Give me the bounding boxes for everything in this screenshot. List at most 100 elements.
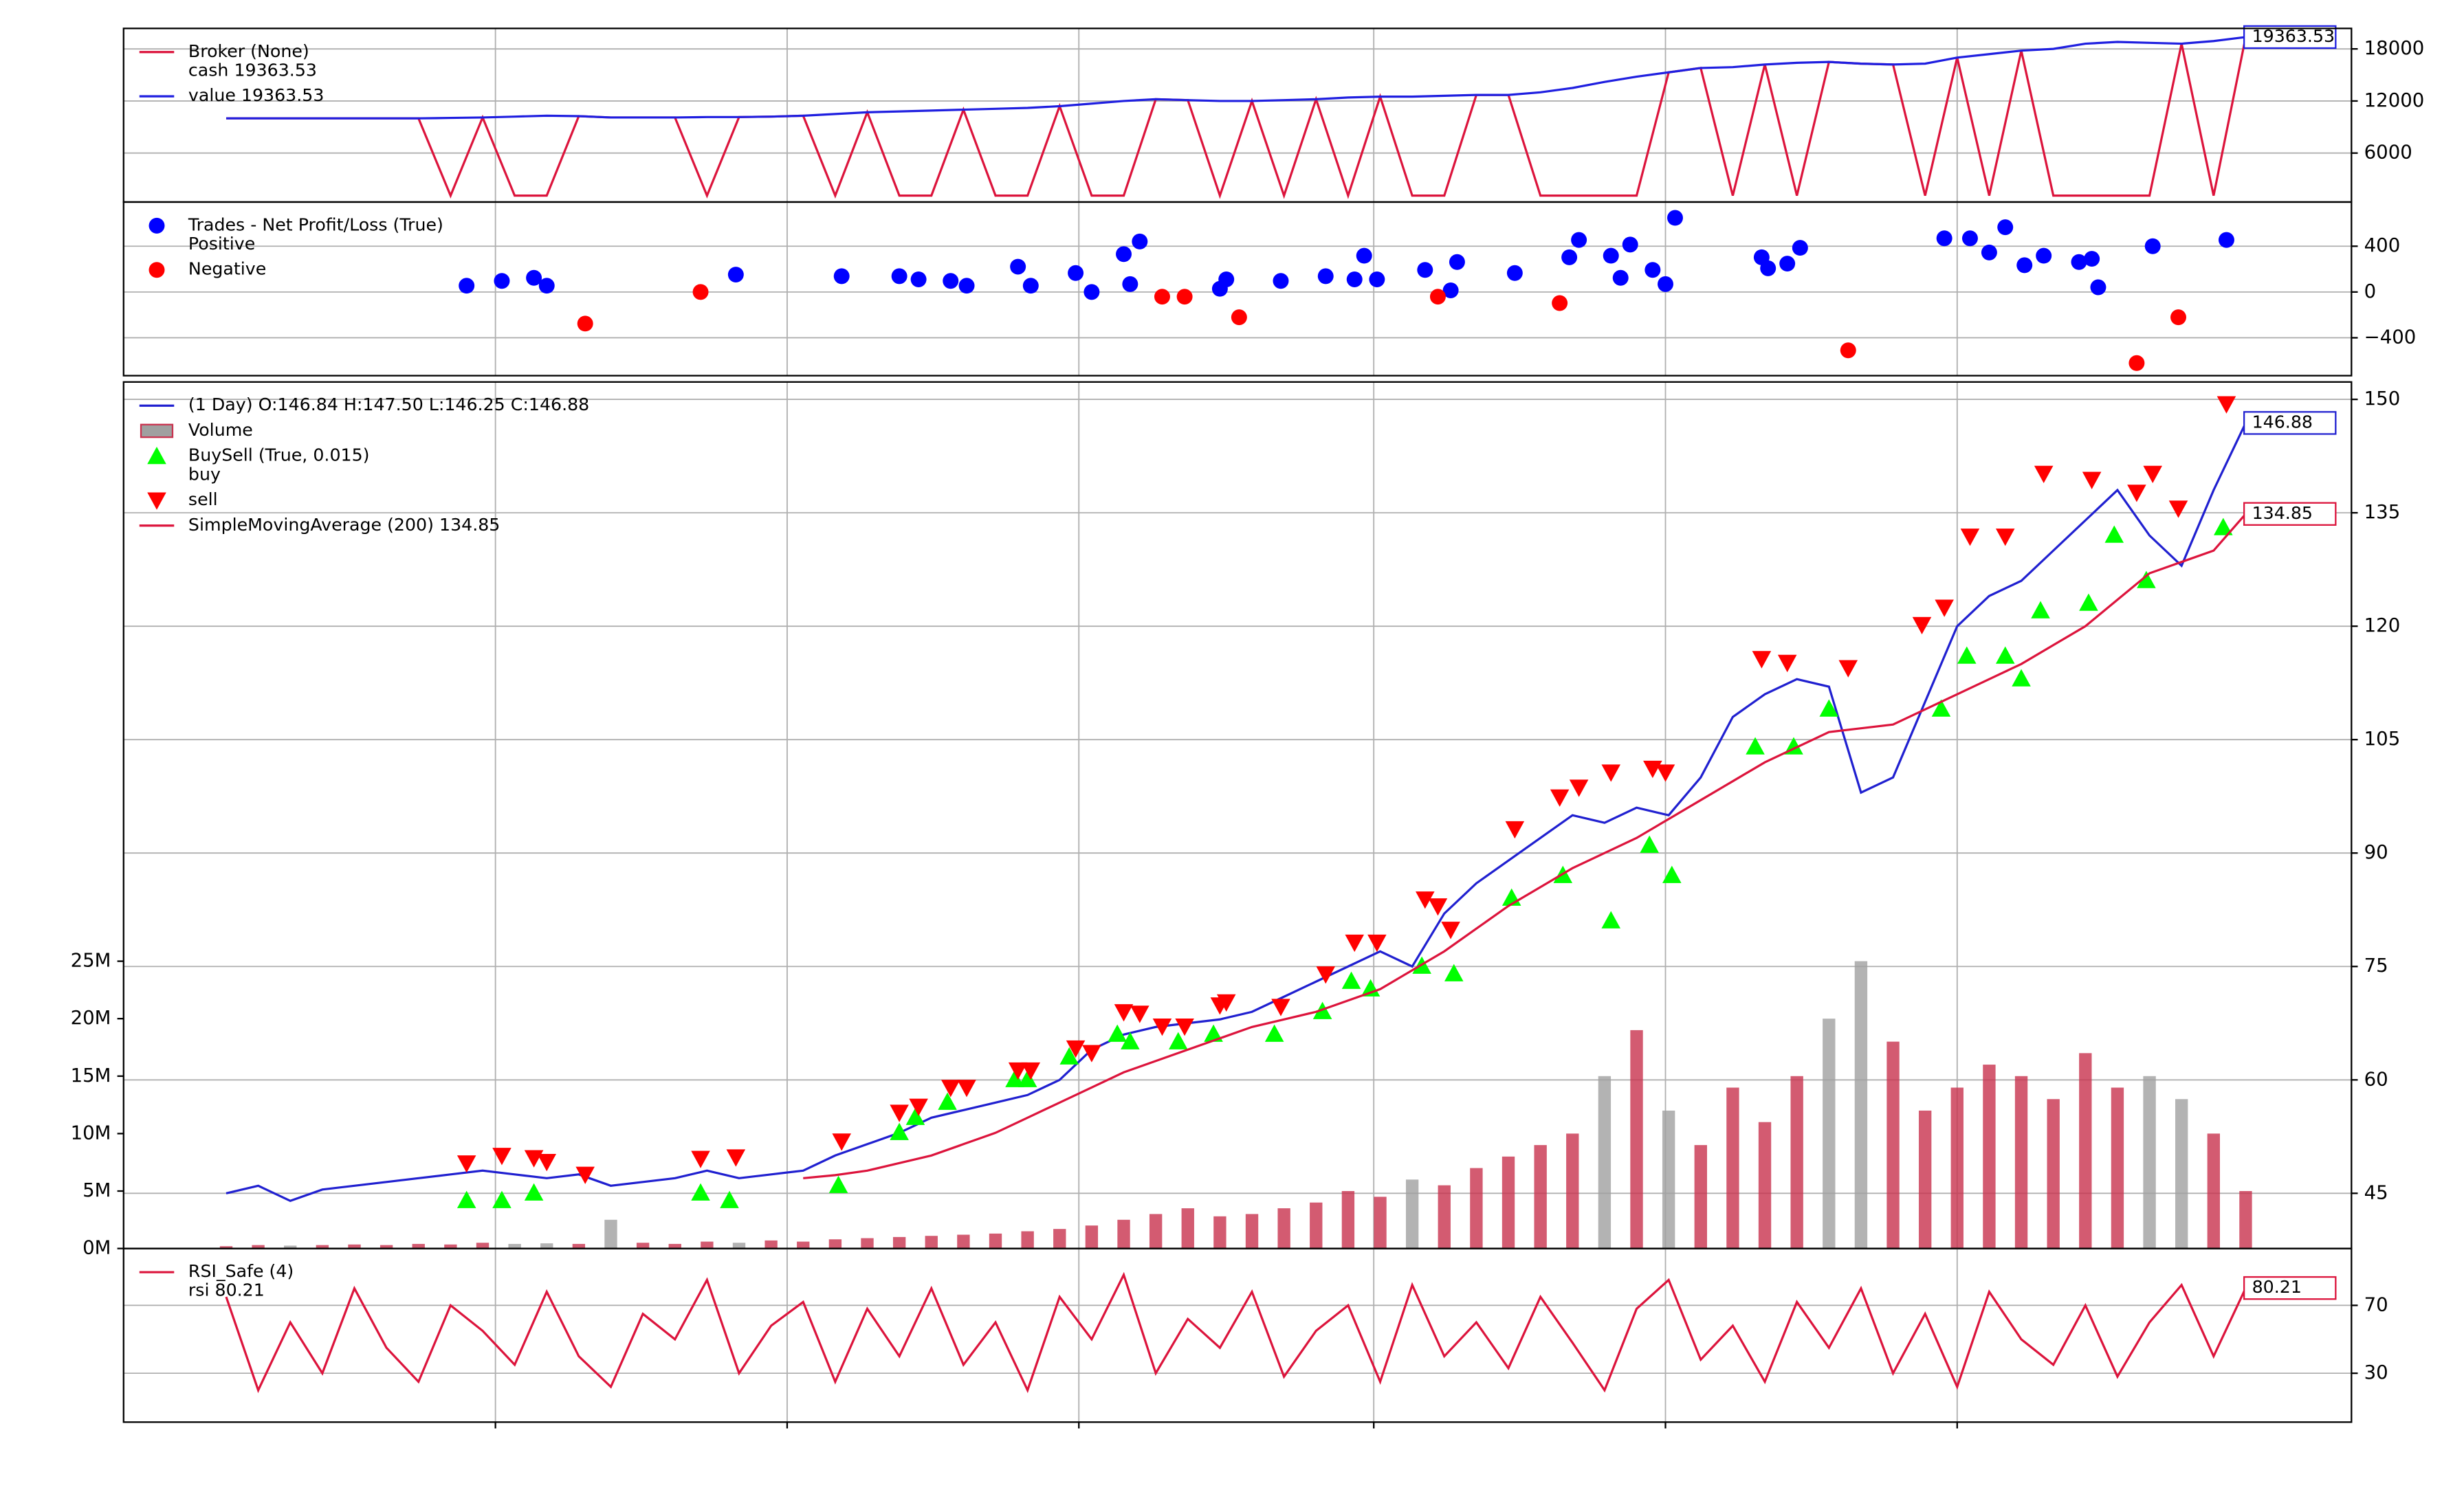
legend-label: Volume (188, 420, 253, 440)
y-tick-label: 400 (2364, 234, 2401, 256)
trade-point (1997, 219, 2014, 236)
series-line (225, 1271, 2247, 1394)
trade-point (1981, 244, 1997, 260)
trade-point (459, 278, 475, 294)
trade-point (1612, 269, 1629, 286)
volume-bar (1374, 1197, 1387, 1249)
trade-point (1760, 260, 1776, 276)
sell-marker (537, 1153, 557, 1172)
volume-bar (572, 1243, 586, 1249)
volume-bar (2079, 1053, 2092, 1249)
sell-marker (1428, 898, 1448, 916)
y-tick-label: 6000 (2364, 142, 2412, 164)
trade-point (538, 278, 555, 294)
sell-marker (1345, 934, 1365, 953)
trade-point (1317, 268, 1334, 285)
trade-point (910, 271, 927, 288)
trade-point (727, 267, 744, 283)
trade-point (1961, 230, 1978, 247)
volume-bar (1405, 1179, 1419, 1249)
volume-bar (1149, 1214, 1163, 1249)
volume-bar (1053, 1229, 1066, 1249)
buy-marker (1957, 646, 1977, 664)
volume-bar (892, 1236, 906, 1249)
volume-bar (989, 1233, 1002, 1249)
buy-marker (2214, 518, 2233, 535)
sell-marker (1216, 994, 1236, 1012)
trade-point (1552, 295, 1568, 311)
trade-point (1369, 271, 1385, 288)
legend-label: cash 19363.53 (188, 60, 317, 80)
volume-bar (1662, 1110, 1675, 1249)
legend-title: BuySell (True, 0.015) (188, 445, 370, 465)
trade-point (1571, 232, 1587, 248)
trade-point (833, 268, 850, 285)
trade-point (1218, 271, 1235, 288)
y2-tick-label: 0M (82, 1237, 111, 1259)
sell-marker (1152, 1019, 1172, 1036)
trade-point (2016, 257, 2033, 274)
volume-bar (252, 1245, 265, 1249)
volume-bar (2175, 1099, 2188, 1249)
legend-label: (1 Day) O:146.84 H:147.50 L:146.25 C:146… (188, 394, 589, 414)
y2-tick-label: 20M (71, 1007, 111, 1029)
value-tag: 134.85 (2252, 503, 2313, 523)
volume-bar (797, 1241, 810, 1249)
volume-bar (1854, 961, 1868, 1249)
volume-bar (861, 1238, 874, 1249)
trade-point (1840, 342, 1856, 359)
volume-bar (1790, 1076, 1803, 1249)
y-tick-label: 12000 (2364, 89, 2425, 111)
buy-marker (2079, 593, 2098, 611)
trade-point (1010, 258, 1026, 275)
panel-frame (122, 201, 2353, 377)
trade-point (1561, 249, 1578, 265)
buy-marker (1264, 1024, 1284, 1042)
buy-marker (1995, 646, 2015, 664)
sell-marker (1505, 821, 1525, 839)
buy-marker (691, 1183, 710, 1201)
buy-marker (1662, 865, 1682, 883)
sell-marker (940, 1080, 960, 1098)
volume-bar (1470, 1168, 1483, 1249)
sell-marker (1752, 651, 1772, 669)
sell-marker (575, 1166, 595, 1184)
y-tick-label: 75 (2364, 955, 2388, 977)
legend-label: sell (188, 489, 218, 509)
trade-point (2071, 254, 2087, 270)
trade-point (2218, 232, 2234, 248)
volume-bar (284, 1245, 297, 1249)
trade-point (1779, 256, 1796, 272)
volume-bar (1823, 1019, 1836, 1249)
buy-marker (890, 1122, 909, 1140)
legend-swatch (140, 423, 174, 438)
trade-point (1122, 276, 1138, 292)
sell-marker (1416, 891, 1435, 909)
legend-title: RSI_Safe (4) (188, 1261, 294, 1281)
sell-marker (2034, 465, 2054, 484)
volume-bar (2239, 1191, 2252, 1249)
trade-point (1667, 210, 1683, 226)
volume-bar (1502, 1156, 1515, 1249)
volume-bar (1117, 1219, 1130, 1249)
volume-bar (2014, 1076, 2028, 1249)
trade-point (2128, 355, 2145, 371)
buy-marker (2012, 669, 2031, 687)
sell-marker (1066, 1040, 1086, 1058)
trade-point (958, 278, 975, 294)
legend-label: Positive (188, 234, 255, 254)
trade-point (1417, 262, 1433, 278)
sell-marker (726, 1149, 746, 1167)
buy-marker (1361, 979, 1380, 997)
value-tag: 19363.53 (2252, 26, 2335, 46)
sell-marker (1569, 779, 1589, 797)
series-line (226, 422, 2247, 1203)
trade-point (1273, 273, 1289, 289)
sell-marker (1995, 529, 2015, 546)
trade-point (692, 284, 709, 300)
trade-point (1116, 246, 1132, 263)
legend-label: Negative (188, 259, 266, 279)
buy-marker (938, 1092, 957, 1110)
trade-point (1442, 282, 1459, 299)
